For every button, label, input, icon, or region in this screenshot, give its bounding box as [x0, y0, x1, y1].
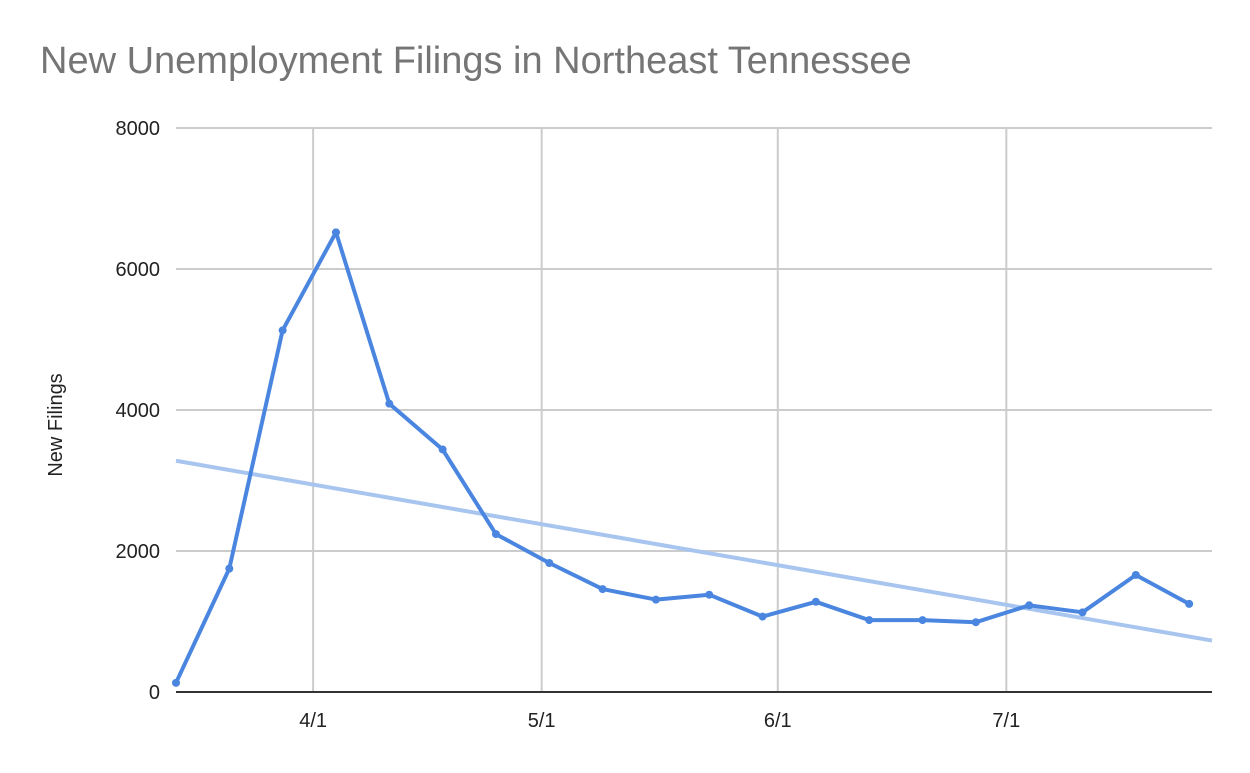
data-point: [598, 585, 607, 594]
y-tick-labels: 0 2000 4000 6000 8000: [116, 118, 161, 704]
data-points: [172, 228, 1194, 687]
chart-title: New Unemployment Filings in Northeast Te…: [40, 40, 912, 82]
trendline-line: [175, 458, 1213, 643]
data-point: [278, 326, 287, 335]
y-tick-label: 2000: [116, 541, 161, 563]
data-point: [651, 595, 660, 604]
data-point: [545, 558, 554, 567]
data-point: [811, 597, 820, 606]
x-tick-labels: 4/1 5/1 6/1 7/1: [299, 710, 1020, 732]
data-point: [1131, 570, 1140, 579]
x-tick-label: 6/1: [764, 710, 792, 732]
data-point: [172, 678, 180, 687]
data-point: [1078, 608, 1087, 617]
x-tick-label: 5/1: [528, 710, 556, 732]
y-tick-label: 0: [149, 682, 160, 704]
data-point: [225, 564, 234, 573]
x-gridlines: [312, 128, 1008, 692]
y-tick-label: 4000: [116, 400, 161, 422]
series-polyline: [174, 230, 1192, 685]
y-tick-label: 8000: [116, 118, 161, 140]
data-point: [438, 445, 447, 454]
trendline: [175, 458, 1213, 643]
x-tick-label: 7/1: [992, 710, 1020, 732]
data-point: [865, 616, 874, 625]
data-point: [385, 399, 394, 408]
data-point: [491, 530, 500, 539]
data-point: [971, 618, 980, 627]
y-tick-label: 6000: [116, 259, 161, 281]
series-line: [174, 230, 1192, 685]
data-point: [705, 590, 714, 599]
data-point: [331, 228, 340, 237]
data-point: [1185, 599, 1194, 608]
data-point: [1025, 601, 1034, 610]
data-point: [918, 616, 927, 625]
x-tick-label: 4/1: [299, 710, 327, 732]
data-point: [758, 612, 767, 621]
y-axis-title: New Filings: [45, 373, 67, 476]
